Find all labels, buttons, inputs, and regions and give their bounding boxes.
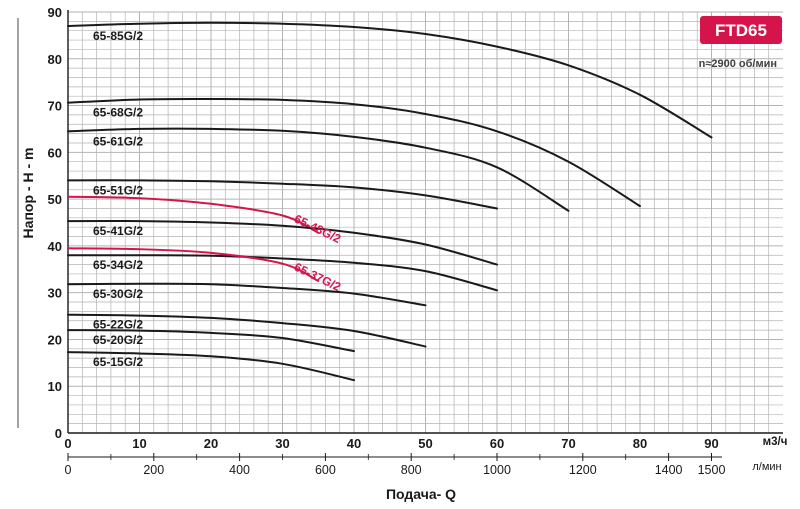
curve-label-65-30g-2: 65-30G/2 bbox=[93, 287, 143, 301]
axes: 0 10 20 30 40 50 60 70 80 90 0 10 20 30 40 50 60 70 80 90 0 2… bbox=[17, 5, 783, 477]
y-tick-label: 30 bbox=[48, 286, 62, 301]
x-unit-m3h: м3/ч bbox=[763, 436, 788, 448]
curve-label-65-34g-2: 65-34G/2 bbox=[93, 258, 143, 272]
x-tick-label: 30 bbox=[275, 436, 289, 451]
y-tick-label: 60 bbox=[48, 145, 62, 160]
curve-label-65-15g-2: 65-15G/2 bbox=[93, 355, 143, 369]
x-tick-label: 70 bbox=[561, 436, 575, 451]
x2-tick-label: 1400 bbox=[655, 463, 683, 477]
curve-label-65-41g-2: 65-41G/2 bbox=[93, 224, 143, 238]
x-tick-label: 10 bbox=[132, 436, 146, 451]
x2-tick-label: 800 bbox=[401, 463, 422, 477]
model-badge bbox=[700, 16, 782, 44]
curve-65-37g-2 bbox=[67, 247, 320, 282]
x-tick-label: 20 bbox=[204, 436, 218, 451]
y-tick-label: 70 bbox=[48, 99, 62, 114]
curves bbox=[67, 21, 713, 382]
curve-65-48g-2 bbox=[67, 195, 320, 234]
x-axis-title: Подача- Q bbox=[386, 486, 456, 502]
y-axis-title: Напор - Н - m bbox=[20, 148, 36, 239]
curve-65-34g-2 bbox=[67, 254, 498, 292]
curve-65-51g-2 bbox=[67, 179, 498, 210]
x2-tick-label: 1000 bbox=[483, 463, 511, 477]
curve-65-15g-2 bbox=[67, 351, 355, 382]
x-tick-label: 0 bbox=[64, 436, 71, 451]
y-tick-label: 20 bbox=[48, 332, 62, 347]
y-tick-label: 90 bbox=[48, 5, 62, 20]
x2-tick-label: 1200 bbox=[569, 463, 597, 477]
curve-65-68g-2 bbox=[67, 97, 641, 208]
y-tick-label: 50 bbox=[48, 192, 62, 207]
curve-label-65-22g-2: 65-22G/2 bbox=[93, 318, 143, 332]
x2-tick-label: 400 bbox=[229, 463, 250, 477]
speed-label: n≈2900 об/мин bbox=[699, 58, 777, 70]
curve-label-65-61g-2: 65-61G/2 bbox=[93, 134, 143, 148]
x-tick-label: 40 bbox=[347, 436, 361, 451]
x2-tick-label: 200 bbox=[143, 463, 164, 477]
x-tick-label: 60 bbox=[490, 436, 504, 451]
x-unit-lmin: л/мин bbox=[752, 461, 781, 473]
x2-tick-label: 0 bbox=[65, 463, 72, 477]
x-tick-label: 80 bbox=[633, 436, 647, 451]
y-tick-label: 80 bbox=[48, 52, 62, 67]
y-tick-label: 10 bbox=[48, 379, 62, 394]
curve-65-61g-2 bbox=[67, 127, 570, 212]
curve-label-65-85g-2: 65-85G/2 bbox=[93, 29, 143, 43]
curve-65-22g-2 bbox=[67, 313, 427, 348]
x2-tick-label: 600 bbox=[315, 463, 336, 477]
model-badge-text: FTD65 bbox=[715, 21, 767, 40]
curve-65-41g-2 bbox=[67, 220, 498, 266]
y-tick-label: 0 bbox=[55, 426, 62, 441]
curve-65-20g-2 bbox=[67, 329, 355, 353]
grid bbox=[68, 11, 783, 433]
x2-tick-label: 1500 bbox=[698, 463, 726, 477]
x-tick-label: 50 bbox=[418, 436, 432, 451]
curve-label-65-20g-2: 65-20G/2 bbox=[93, 333, 143, 347]
curve-65-30g-2 bbox=[67, 282, 427, 307]
curve-label-65-68g-2: 65-68G/2 bbox=[93, 106, 143, 120]
curve-label-65-51g-2: 65-51G/2 bbox=[93, 183, 143, 197]
curve-65-85g-2 bbox=[67, 21, 713, 139]
curve-label-65-48g-2: 65-48G/2 bbox=[292, 212, 343, 247]
y-tick-label: 40 bbox=[48, 239, 62, 254]
x-tick-label: 90 bbox=[704, 436, 718, 451]
